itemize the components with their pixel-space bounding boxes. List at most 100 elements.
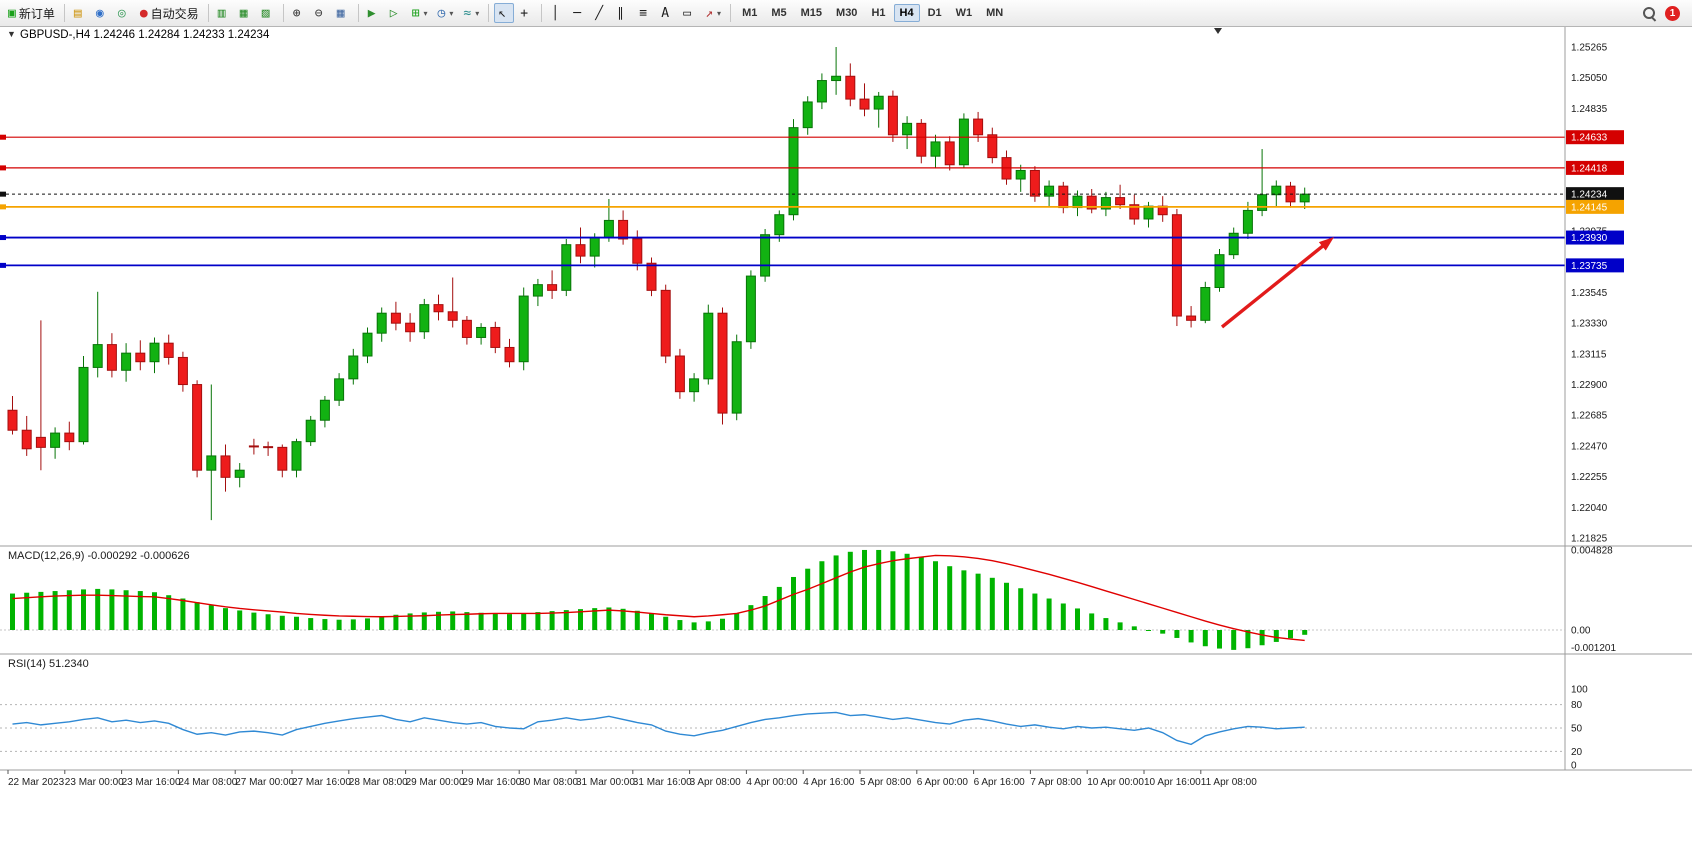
pivot-line-left-marker [0,204,6,210]
support-line-2-price-badge [1566,258,1624,273]
price-tick-label: 1.22685 [1571,411,1608,422]
indicators-button[interactable]: ≈ ▾ [459,3,483,23]
cursor-button[interactable]: ↖ [494,3,515,23]
auto-scroll-button[interactable]: ▶ [364,3,384,23]
rsi-line [12,711,1305,746]
price-tick-label: 1.21825 [1571,533,1608,544]
price-tick-label: 1.22900 [1571,380,1608,391]
line-chart-button[interactable]: ▨ [258,3,278,23]
line-chart-icon: ▨ [261,5,270,21]
vertical-line-button[interactable]: │ [547,3,567,23]
metaeditor-button[interactable]: ▤ [70,3,90,23]
scroll-position-marker-icon [1214,28,1222,34]
fibonacci-button[interactable]: ≡ [635,3,655,23]
channel-button[interactable]: ∥ [613,3,633,23]
rsi-axis-label: 20 [1571,747,1583,758]
time-label: 23 Mar 00:00 [65,777,124,788]
support-line-1-price-badge-label: 1.23930 [1571,233,1608,244]
tile-windows-button[interactable]: ▦ [333,3,353,23]
chart-shift-button[interactable]: ▷ [386,3,406,23]
new-order-icon: ▣ [8,5,16,21]
toolbar-separator [282,4,284,22]
horizontal-line-button[interactable]: ─ [569,3,589,23]
timeframe-m1[interactable]: M1 [736,4,763,22]
support-line-1-price-badge [1566,230,1624,245]
timeframe-h1[interactable]: H1 [865,4,891,22]
tile-windows-icon: ▦ [336,5,345,21]
candlestick-chart-button[interactable]: ▦ [236,3,256,23]
time-label: 10 Apr 00:00 [1087,777,1144,788]
toolbar-right: 1 [1641,5,1688,22]
clock-icon: ◷ [437,5,446,21]
time-label: 10 Apr 16:00 [1144,777,1201,788]
time-label: 22 Mar 2023 [8,777,65,788]
toolbar-separator [541,4,543,22]
metaeditor-icon: ▤ [73,5,82,21]
time-label: 11 Apr 08:00 [1201,777,1257,788]
new-order-button-label: 新订单 [18,6,55,21]
trend-arrow-head-icon [1318,237,1334,251]
autotrading-button[interactable]: ● 自动交易 [136,3,203,23]
toolbar-separator [63,4,65,22]
macd-indicator-header: MACD(12,26,9) -0.000292 -0.000626 [8,550,190,562]
macd-signal-line [12,554,1305,642]
indicators-icon: ≈ [463,5,472,21]
toolbar-separator [730,4,732,22]
search-icon[interactable] [1641,5,1657,22]
macd-axis-label: -0.001201 [1571,643,1616,654]
crosshair-icon: + [520,5,529,21]
zoom-out-icon: ⊖ [314,5,323,21]
time-label: 6 Apr 16:00 [974,777,1026,788]
chart-collapse-button[interactable]: ▼ [7,29,16,39]
new-order-button[interactable]: ▣ 新订单 [4,3,59,23]
price-axis[interactable]: 1.252651.250501.248351.246201.244051.241… [1571,43,1608,545]
pivot-line-price-badge [1566,199,1624,214]
resistance-line-1-price-badge-label: 1.24633 [1571,133,1608,144]
timeframe-m30[interactable]: M30 [830,4,863,22]
channel-icon: ∥ [617,5,624,21]
market-watch-icon: ◉ [95,5,104,21]
time-label: 3 Apr 08:00 [690,777,742,788]
time-label: 23 Mar 16:00 [122,777,181,788]
new-chart-button[interactable]: ⊞ ▾ [408,3,432,23]
trend-arrow-annotation[interactable] [1220,241,1329,329]
timeframe-d1[interactable]: D1 [922,4,948,22]
navigator-icon: ◎ [117,5,126,21]
toolbar-separator [488,4,490,22]
macd-axis-label: 0.004828 [1571,546,1613,557]
trendline-button[interactable]: ╱ [591,3,611,23]
time-label: 31 Mar 00:00 [576,777,635,788]
zoom-in-button[interactable]: ⊕ [289,3,309,23]
timeframe-m5[interactable]: M5 [765,4,792,22]
toolbar-separator [207,4,209,22]
time-label: 28 Mar 08:00 [349,777,408,788]
rsi-axis-label: 0 [1571,761,1577,772]
price-tick-label: 1.24835 [1571,104,1608,115]
rsi-indicator-header: RSI(14) 51.2340 [8,658,89,670]
navigator-button[interactable]: ◎ [114,3,134,23]
text-label-button[interactable]: ▭ [679,3,699,23]
time-label: 27 Mar 16:00 [292,777,351,788]
bar-chart-button[interactable]: ▥ [214,3,234,23]
market-watch-button[interactable]: ◉ [92,3,112,23]
crosshair-button[interactable]: + [516,3,536,23]
toolbar-buttons: ▣ 新订单 ▤ ◉ ◎ ● 自动交易 ▥ ▦ ▨ ⊕ ⊖ ▦ ▶ ▷ ⊞ ▾ ◷ ▾ ≈ ▾ ↖ + │ ─ ╱ ∥ ≡ A ▭ ↗ ▾ M1 M… [4,3,1009,23]
zoom-out-button[interactable]: ⊖ [311,3,331,23]
arrows-button[interactable]: ↗ ▾ [701,3,725,23]
timeframe-mn[interactable]: MN [980,4,1009,22]
period-button[interactable]: ◷ ▾ [434,3,458,23]
timeframe-w1[interactable]: W1 [950,4,979,22]
support-line-1-left-marker [0,235,6,241]
current-price-line-left-marker [0,191,6,197]
text-button[interactable]: A [657,3,677,23]
timeframe-h4[interactable]: H4 [893,4,920,22]
support-line-2-price-badge-label: 1.23735 [1571,261,1608,272]
time-label: 4 Apr 16:00 [803,777,855,788]
timeframe-m15[interactable]: M15 [795,4,828,22]
fibonacci-icon: ≡ [639,5,648,21]
notification-badge[interactable]: 1 [1665,5,1680,21]
chevron-down-icon: ▾ [475,8,480,18]
price-tick-label: 1.23330 [1571,319,1608,330]
